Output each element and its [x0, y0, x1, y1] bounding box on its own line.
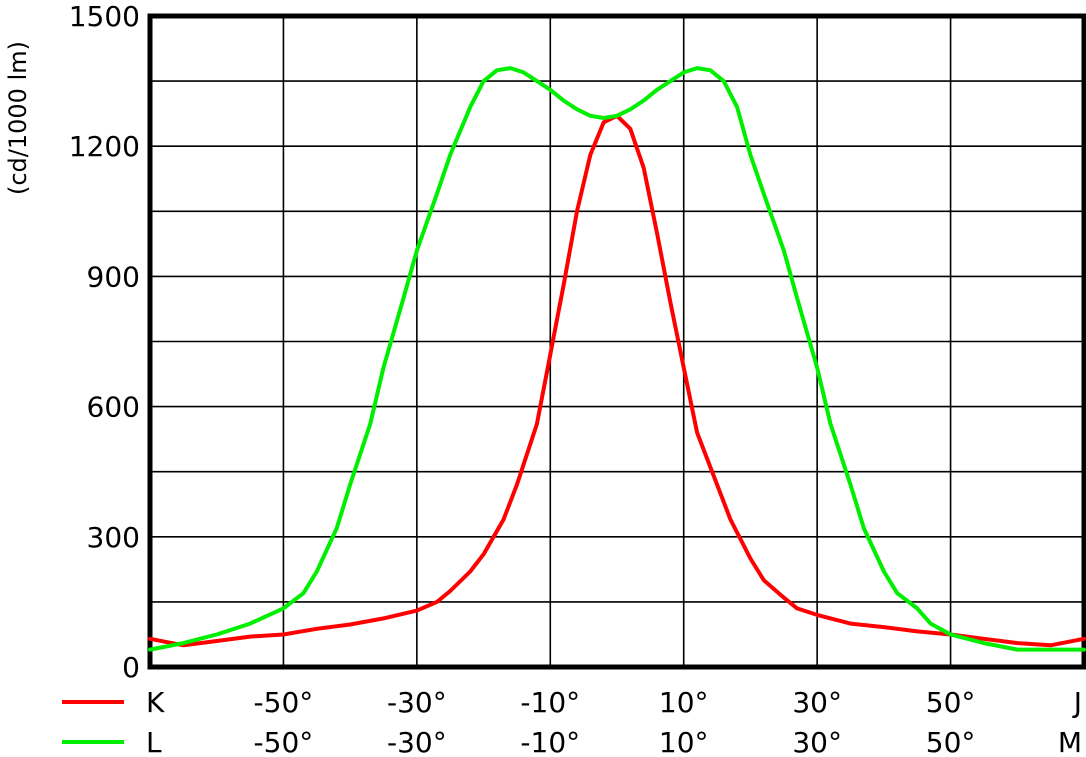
- x-tick-label: -10°: [520, 686, 580, 719]
- y-tick-label: 900: [87, 260, 140, 293]
- x-tick-label: -30°: [387, 686, 447, 719]
- horizontal-gridlines: [150, 80, 1084, 603]
- legend: KL: [62, 686, 165, 757]
- x-tick-label: -50°: [254, 686, 314, 719]
- x-end-label: M: [1058, 726, 1082, 757]
- x-tick-label: 10°: [659, 686, 709, 719]
- y-tick-label: 300: [87, 521, 140, 554]
- x-tick-labels: -50° -30° -10° 10° 30° 50° J -50° -30° -10° 10° 30°…: [254, 686, 1082, 757]
- plot-frame: [147, 13, 1086, 670]
- legend-label-K: K: [146, 686, 165, 719]
- legend-label-L: L: [146, 726, 162, 757]
- series-layer: [148, 66, 1086, 652]
- y-tick-label: 600: [87, 391, 140, 424]
- x-tick-label: 50°: [926, 726, 976, 757]
- x-tick-label: 30°: [792, 686, 842, 719]
- y-tick-label: 0: [122, 651, 140, 684]
- y-axis-label: (cd/1000 lm): [4, 41, 32, 195]
- x-tick-label: 50°: [926, 686, 976, 719]
- x-tick-label: -10°: [520, 726, 580, 757]
- series-line-L: [148, 66, 1086, 652]
- x-end-label: J: [1072, 686, 1082, 719]
- y-tick-label: 1200: [69, 130, 140, 163]
- series-line-K: [148, 113, 1086, 648]
- x-tick-label: -50°: [254, 726, 314, 757]
- vertical-gridlines: [282, 16, 952, 667]
- x-tick-label: -30°: [387, 726, 447, 757]
- y-tick-labels: 0 300 600 900 1200 1500: [69, 0, 140, 684]
- x-tick-label: 10°: [659, 726, 709, 757]
- x-tick-label: 30°: [792, 726, 842, 757]
- y-tick-label: 1500: [69, 0, 140, 33]
